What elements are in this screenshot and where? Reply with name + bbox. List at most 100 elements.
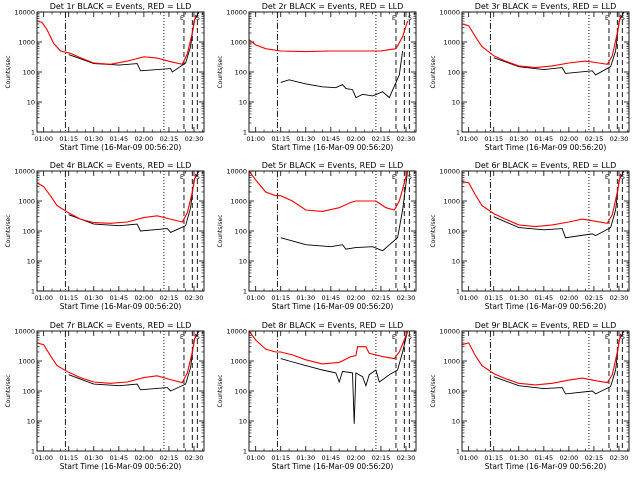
x-axis-label: Start Time (16-Mar-09 00:56:20): [272, 302, 394, 311]
plot-frame: [36, 11, 205, 133]
plot-frame: [248, 330, 417, 452]
y-tick-label: 1: [31, 288, 35, 296]
x-tick-label: 01:00: [246, 135, 265, 143]
corner-label-s: S: [621, 174, 625, 181]
x-axis-label: Start Time (16-Mar-09 00:56:20): [60, 143, 182, 152]
x-tick-label: 02:30: [397, 454, 416, 462]
chart-panel-2: Det 2r BLACK = Events, RED = LLD Counts/s…: [217, 2, 417, 152]
x-tick-label: 01:15: [271, 294, 290, 302]
corner-label-s: S: [408, 334, 412, 341]
chart-title: Det 5r BLACK = Events, RED = LLD: [262, 161, 404, 170]
x-tick-label: 01:45: [321, 454, 340, 462]
series-lld-line: [462, 14, 622, 69]
y-axis-label: Counts/sec: [217, 374, 224, 407]
y-tick-label: 100: [235, 388, 247, 396]
corner-label-e: E: [605, 334, 609, 341]
plot-frame: [461, 330, 630, 452]
x-tick-label: 01:30: [84, 294, 103, 302]
x-tick-label: 02:00: [560, 135, 579, 143]
x-tick-label: 02:15: [160, 135, 179, 143]
y-tick-label: 100: [448, 388, 460, 396]
y-tick-label: 1000: [230, 198, 247, 206]
y-tick-label: 100: [23, 69, 35, 77]
x-tick-label: 01:45: [321, 135, 340, 143]
chart-panel-8: Det 8r BLACK = Events, RED = LLD Counts/s…: [217, 321, 417, 471]
y-tick-label: 100: [448, 69, 460, 77]
corner-label-s: S: [196, 15, 200, 22]
series-lld-line: [37, 173, 197, 224]
x-axis-label: Start Time (16-Mar-09 00:56:20): [485, 462, 607, 471]
y-tick-label: 1000: [443, 198, 460, 206]
x-tick-label: 01:30: [509, 294, 528, 302]
y-tick-label: 10: [239, 418, 247, 426]
x-tick-label: 02:30: [185, 294, 204, 302]
corner-label-e: E: [392, 334, 396, 341]
x-tick-label: 01:30: [84, 135, 103, 143]
x-tick-label: 02:15: [585, 294, 604, 302]
corner-label-e: E: [392, 15, 396, 22]
y-tick-label: 10: [27, 418, 35, 426]
x-tick-label: 01:00: [459, 135, 478, 143]
x-tick-label: 02:00: [347, 135, 366, 143]
x-axis-label: Start Time (16-Mar-09 00:56:20): [60, 302, 182, 311]
chart-title: Det 1r BLACK = Events, RED = LLD: [50, 2, 192, 11]
x-tick-label: 01:45: [534, 454, 553, 462]
series-events-line: [493, 331, 625, 395]
y-tick-label: 1000: [18, 198, 35, 206]
y-tick-label: 1: [31, 448, 35, 456]
y-tick-label: 10000: [439, 328, 460, 336]
x-tick-label: 01:45: [534, 135, 553, 143]
y-tick-label: 10: [239, 258, 247, 266]
x-tick-label: 02:00: [560, 294, 579, 302]
series-lld-line: [462, 333, 622, 386]
y-tick-label: 1: [243, 288, 247, 296]
x-axis-label: Start Time (16-Mar-09 00:56:20): [272, 143, 394, 152]
series-events-line: [68, 331, 200, 392]
chart-title: Det 6r BLACK = Events, RED = LLD: [475, 161, 617, 170]
series-lld-line: [37, 333, 197, 384]
plot-frame: [248, 170, 417, 292]
y-axis-label: Counts/sec: [217, 214, 224, 247]
y-axis-label: Counts/sec: [430, 374, 437, 407]
x-tick-label: 01:15: [271, 135, 290, 143]
y-tick-label: 1: [456, 448, 460, 456]
y-tick-label: 1: [456, 129, 460, 137]
x-tick-label: 01:45: [109, 135, 128, 143]
y-tick-label: 10000: [226, 168, 247, 176]
x-tick-label: 02:15: [585, 454, 604, 462]
plot-frame: [461, 11, 630, 133]
x-axis-label: Start Time (16-Mar-09 00:56:20): [60, 462, 182, 471]
y-tick-label: 10: [27, 99, 35, 107]
y-tick-label: 1000: [443, 358, 460, 366]
series-events-line: [280, 331, 409, 424]
x-tick-label: 01:30: [296, 454, 315, 462]
series-events-line: [280, 171, 409, 252]
plot-frame: [36, 330, 205, 452]
y-tick-label: 10: [452, 418, 460, 426]
x-tick-label: 01:15: [484, 294, 503, 302]
y-tick-label: 1: [243, 129, 247, 137]
x-tick-label: 02:15: [585, 135, 604, 143]
x-tick-label: 02:15: [160, 294, 179, 302]
corner-label-s: S: [408, 15, 412, 22]
series-lld-line: [249, 20, 409, 53]
y-axis-label: Counts/sec: [5, 374, 12, 407]
x-tick-label: 02:15: [372, 294, 391, 302]
x-tick-label: 01:30: [509, 454, 528, 462]
chart-panel-7: Det 7r BLACK = Events, RED = LLD Counts/s…: [5, 321, 205, 471]
x-axis-label: Start Time (16-Mar-09 00:56:20): [272, 462, 394, 471]
corner-label-e: E: [180, 334, 184, 341]
y-tick-label: 10: [452, 258, 460, 266]
series-events-line: [493, 171, 625, 239]
x-tick-label: 01:15: [59, 135, 78, 143]
y-tick-label: 10000: [14, 168, 35, 176]
x-axis-label: Start Time (16-Mar-09 00:56:20): [485, 302, 607, 311]
x-tick-label: 01:45: [109, 454, 128, 462]
y-tick-label: 1: [31, 129, 35, 137]
chart-title: Det 4r BLACK = Events, RED = LLD: [50, 161, 192, 170]
x-tick-label: 01:00: [34, 454, 53, 462]
y-tick-label: 1000: [18, 39, 35, 47]
y-tick-label: 1: [456, 288, 460, 296]
plot-frame: [461, 170, 630, 292]
